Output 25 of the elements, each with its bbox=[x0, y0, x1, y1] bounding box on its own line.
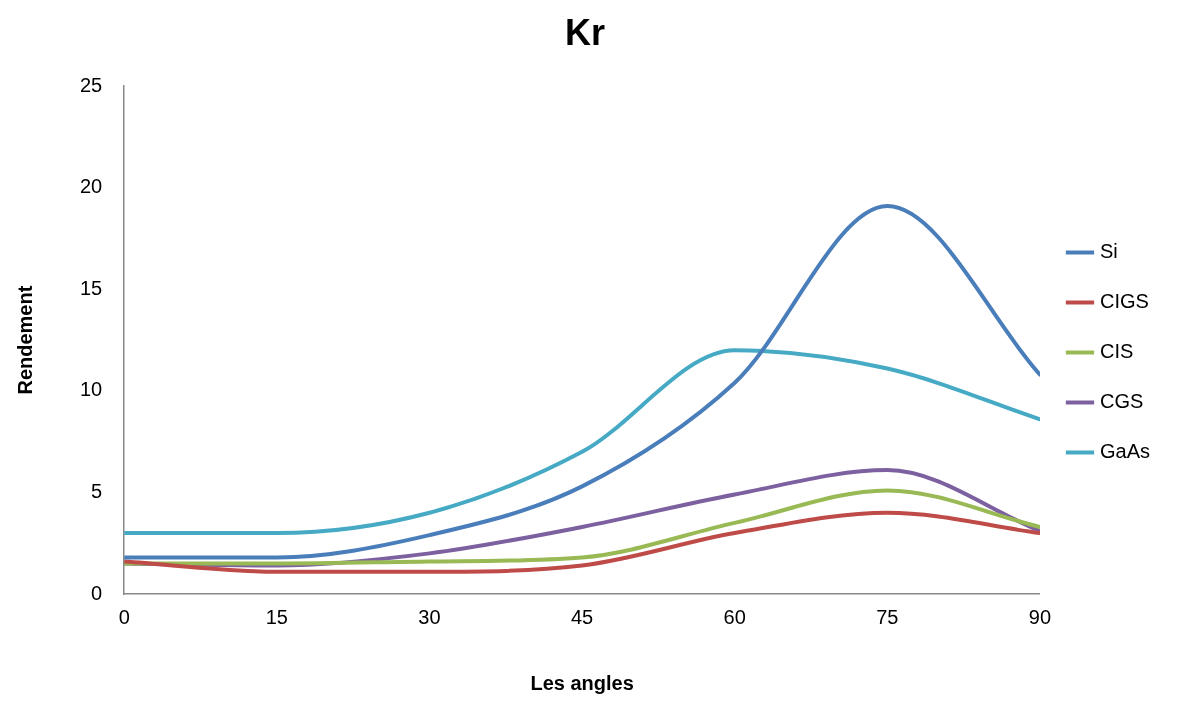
legend-label: CIGS bbox=[1099, 290, 1149, 313]
legend-label: CGS bbox=[1099, 390, 1144, 413]
legend-label: Si bbox=[1099, 240, 1118, 263]
y-tick-label: 10 bbox=[80, 378, 103, 401]
x-tick-label: 15 bbox=[265, 605, 288, 628]
x-tick-label: 60 bbox=[723, 605, 746, 628]
x-axis-title: Les angles bbox=[530, 671, 634, 694]
y-tick-label: 25 bbox=[80, 73, 103, 96]
x-tick-label: 45 bbox=[570, 605, 594, 628]
x-tick-label: 75 bbox=[876, 605, 899, 628]
y-tick-label: 0 bbox=[91, 581, 103, 604]
x-tick-label: 90 bbox=[1028, 605, 1052, 628]
x-tick-label: 0 bbox=[118, 605, 130, 628]
y-axis-title: Rendement bbox=[13, 285, 36, 395]
y-tick-label: 20 bbox=[80, 175, 103, 198]
line-series bbox=[124, 348, 1040, 536]
x-tick-label: 30 bbox=[418, 605, 441, 628]
chart-title: Kr bbox=[564, 11, 606, 53]
line-series bbox=[124, 510, 1040, 574]
line-series bbox=[124, 488, 1040, 566]
legend-label: GaAs bbox=[1099, 440, 1151, 463]
y-tick-label: 5 bbox=[91, 479, 103, 502]
line-series bbox=[124, 204, 1040, 560]
y-tick-label: 15 bbox=[80, 276, 103, 299]
legend-label: CIS bbox=[1099, 340, 1134, 363]
